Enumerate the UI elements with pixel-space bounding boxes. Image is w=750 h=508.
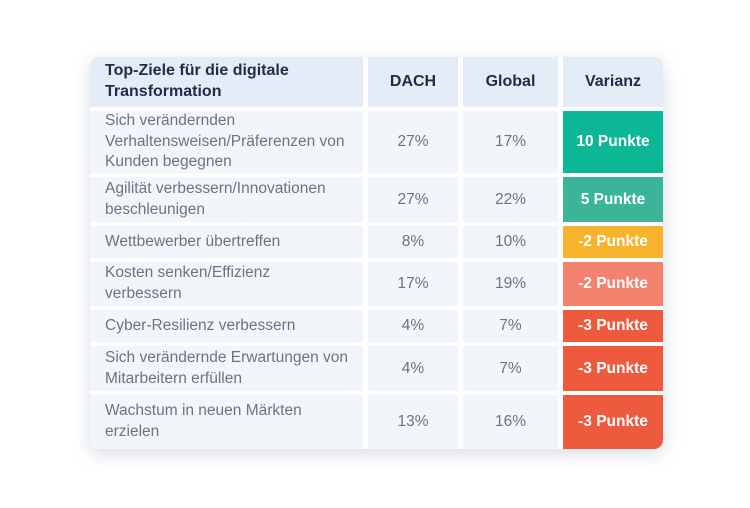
variance-badge: -2 Punkte [563, 262, 663, 306]
global-value: 16% [463, 395, 558, 449]
dach-value: 17% [368, 262, 458, 306]
header-topic: Top-Ziele für die digitale Transformatio… [90, 57, 363, 107]
table-row: Sich verändernde Erwartungen von Mitarbe… [90, 346, 663, 391]
row-label: Wachstum in neuen Märkten erzielen [90, 395, 363, 449]
global-value: 7% [463, 346, 558, 391]
row-label: Sich verändernden Verhaltensweisen/Präfe… [90, 111, 363, 173]
variance-badge: -2 Punkte [563, 226, 663, 258]
table-header-row: Top-Ziele für die digitale Transformatio… [90, 57, 663, 107]
header-global: Global [463, 57, 558, 107]
global-value: 17% [463, 111, 558, 173]
header-dach: DACH [368, 57, 458, 107]
row-label: Agilität verbessern/Innovationen beschle… [90, 177, 363, 222]
row-label: Wettbewerber übertreffen [90, 226, 363, 258]
variance-badge: -3 Punkte [563, 395, 663, 449]
dach-value: 27% [368, 177, 458, 222]
dach-value: 8% [368, 226, 458, 258]
global-value: 22% [463, 177, 558, 222]
table-row: Wachstum in neuen Märkten erzielen 13% 1… [90, 395, 663, 449]
table-row: Wettbewerber übertreffen 8% 10% -2 Punkt… [90, 226, 663, 258]
dach-value: 4% [368, 310, 458, 342]
row-label: Sich verändernde Erwartungen von Mitarbe… [90, 346, 363, 391]
dach-value: 13% [368, 395, 458, 449]
goals-table-card: Top-Ziele für die digitale Transformatio… [90, 57, 663, 449]
variance-badge: 5 Punkte [563, 177, 663, 222]
dach-value: 4% [368, 346, 458, 391]
global-value: 19% [463, 262, 558, 306]
global-value: 7% [463, 310, 558, 342]
header-varianz: Varianz [563, 57, 663, 107]
table-row: Cyber-Resilienz verbessern 4% 7% -3 Punk… [90, 310, 663, 342]
variance-badge: -3 Punkte [563, 346, 663, 391]
global-value: 10% [463, 226, 558, 258]
row-label: Kosten senken/Effizienz verbessern [90, 262, 363, 306]
variance-badge: 10 Punkte [563, 111, 663, 173]
table-row: Kosten senken/Effizienz verbessern 17% 1… [90, 262, 663, 306]
variance-badge: -3 Punkte [563, 310, 663, 342]
table-row: Sich verändernden Verhaltensweisen/Präfe… [90, 111, 663, 173]
dach-value: 27% [368, 111, 458, 173]
table-row: Agilität verbessern/Innovationen beschle… [90, 177, 663, 222]
row-label: Cyber-Resilienz verbessern [90, 310, 363, 342]
